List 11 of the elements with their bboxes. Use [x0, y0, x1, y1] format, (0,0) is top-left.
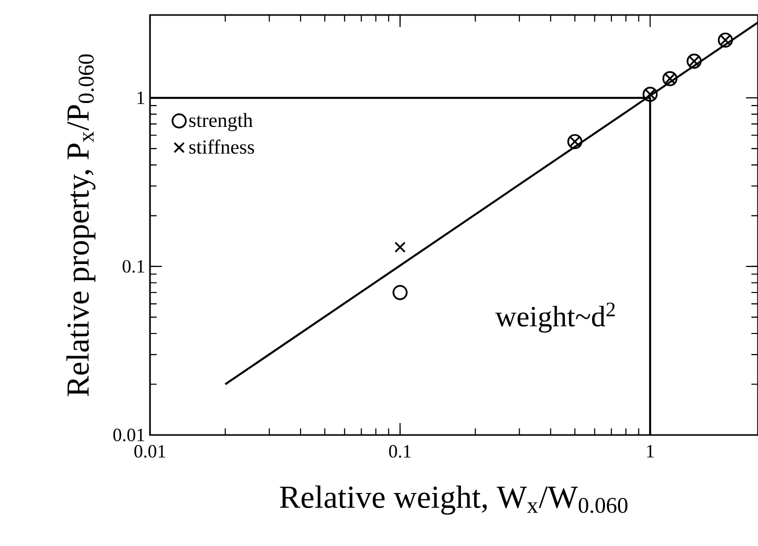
annotation: weight~d$^{2}$	[495, 302, 615, 333]
x-axis-title: Relative weight, W$_{x}$/W$_{0.060}$	[280, 486, 628, 515]
legend-label: strength	[189, 113, 253, 132]
x-tick-label: 1	[647, 445, 654, 458]
x-tick-label: 0.01	[134, 445, 166, 458]
legend-label: stiffness	[189, 140, 254, 154]
y-tick-label: 1	[138, 92, 144, 104]
x-tick-label: 0.1	[389, 445, 411, 458]
y-axis-title: Relative property, P$_{x}$/P$_{0.060}$	[66, 54, 96, 396]
y-tick-label: 0.1	[122, 260, 144, 273]
y-tick-label: 0.01	[113, 428, 144, 442]
